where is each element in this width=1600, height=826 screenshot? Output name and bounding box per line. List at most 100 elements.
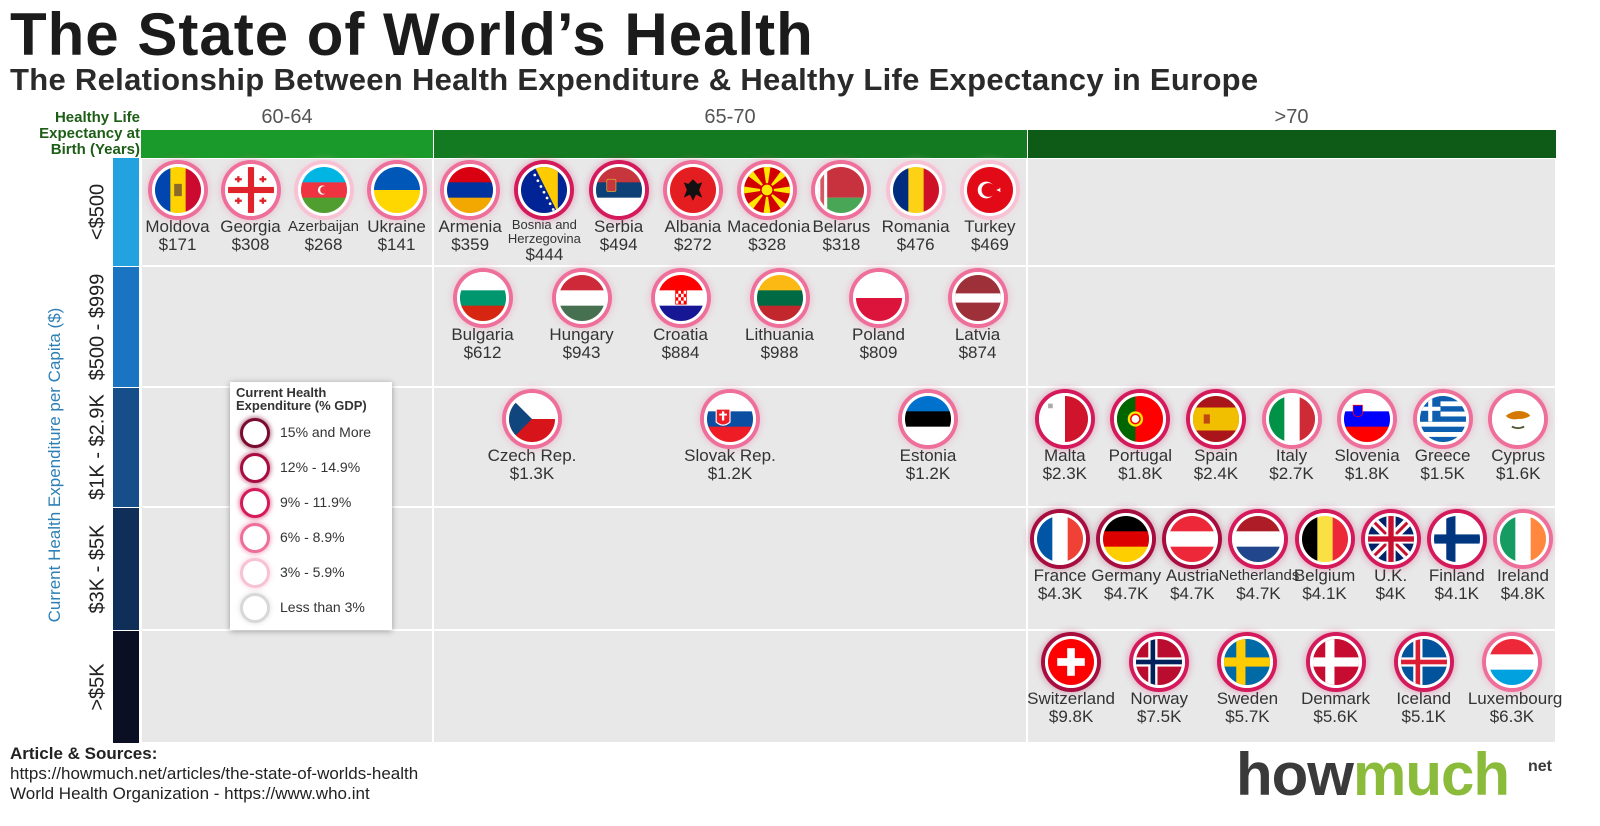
portugal-flag-icon bbox=[1114, 393, 1167, 445]
country-marker: France $4.3K bbox=[1020, 513, 1100, 603]
albania-flag-icon bbox=[666, 164, 719, 216]
source-who[interactable]: World Health Organization - https://www.… bbox=[10, 784, 370, 803]
iceland-flag-icon bbox=[1397, 636, 1450, 688]
greece-flag-icon bbox=[1416, 393, 1469, 445]
luxembourg-flag-icon bbox=[1485, 636, 1538, 688]
azerbaijan-flag-icon bbox=[297, 164, 350, 216]
country-expenditure-value: $884 bbox=[661, 343, 700, 362]
legend-label: 6% - 8.9% bbox=[280, 529, 345, 545]
y-band-strip bbox=[113, 508, 139, 630]
country-name: Portugal bbox=[1108, 446, 1172, 465]
country-name: Belgium bbox=[1293, 566, 1356, 585]
country-name: Iceland bbox=[1396, 689, 1452, 708]
country-expenditure-value: $7.5K bbox=[1137, 707, 1182, 726]
legend-ring-icon bbox=[240, 558, 270, 588]
country-marker: Moldova $171 bbox=[138, 164, 218, 254]
country-marker: Bosnia and Herzegovina $444 bbox=[504, 164, 584, 264]
country-name: Turkey bbox=[964, 217, 1016, 236]
country-expenditure-value: $268 bbox=[304, 235, 343, 254]
source-link-article[interactable]: https://howmuch.net/articles/the-state-o… bbox=[10, 764, 419, 783]
malta-flag-icon bbox=[1038, 393, 1091, 445]
country-name: Denmark bbox=[1301, 689, 1371, 708]
country-expenditure-value: $1.3K bbox=[509, 464, 555, 483]
howmuch-logo: howmuch net bbox=[1236, 740, 1552, 809]
bulgaria-flag-icon bbox=[456, 272, 509, 324]
country-marker: Latvia $874 bbox=[928, 272, 1027, 362]
country-marker: Spain $2.4K bbox=[1176, 393, 1256, 483]
country-expenditure-value: $359 bbox=[451, 235, 490, 254]
country-expenditure-value: $1.5K bbox=[1420, 464, 1465, 483]
x-band-label: >70 bbox=[1274, 106, 1309, 128]
country-name: U.K. bbox=[1374, 566, 1408, 585]
country-expenditure-value: $1.8K bbox=[1118, 464, 1163, 483]
country-expenditure-value: $9.8K bbox=[1048, 707, 1094, 726]
legend-ring-icon bbox=[240, 488, 270, 518]
legend-item: 15% and More bbox=[240, 418, 390, 448]
country-name: Slovak Rep. bbox=[684, 446, 776, 465]
country-marker: U.K. $4K bbox=[1351, 513, 1431, 603]
country-name: Moldova bbox=[145, 217, 210, 236]
country-expenditure-value: $141 bbox=[377, 235, 416, 254]
country-name: Malta bbox=[1043, 446, 1086, 465]
country-name: Croatia bbox=[653, 325, 708, 344]
country-expenditure-value: $988 bbox=[760, 343, 799, 362]
country-expenditure-value: $874 bbox=[958, 343, 997, 362]
switzerland-flag-icon bbox=[1045, 636, 1098, 688]
norway-flag-icon bbox=[1133, 636, 1186, 688]
latvia-flag-icon bbox=[951, 272, 1004, 324]
country-marker: Germany $4.7K bbox=[1086, 513, 1166, 603]
grid-cell bbox=[1028, 267, 1555, 386]
country-marker: Estonia $1.2K bbox=[878, 393, 978, 483]
slovakia-flag-icon bbox=[704, 393, 756, 445]
country-marker: Cyprus $1.6K bbox=[1478, 393, 1558, 483]
country-marker: Iceland $5.1K bbox=[1380, 636, 1468, 726]
country-marker: Belgium $4.1K bbox=[1285, 513, 1365, 603]
austria-flag-icon bbox=[1166, 513, 1219, 565]
chart-title: The State of World’s Health bbox=[10, 1, 814, 68]
spain-flag-icon bbox=[1189, 393, 1242, 445]
country-name: Estonia bbox=[899, 446, 957, 465]
country-name: Macedonia bbox=[727, 217, 811, 236]
country-name: Finland bbox=[1428, 566, 1485, 585]
legend-ring-icon bbox=[240, 593, 270, 623]
country-name: Bosnia and Herzegovina bbox=[507, 217, 581, 246]
legend-label: Less than 3% bbox=[280, 599, 365, 615]
legend-title: Current Health Expenditure (% GDP) bbox=[236, 385, 367, 413]
country-expenditure-value: $1.6K bbox=[1495, 464, 1541, 483]
sources: Article & Sources: https://howmuch.net/a… bbox=[10, 744, 418, 804]
country-expenditure-value: $612 bbox=[463, 343, 502, 362]
denmark-flag-icon bbox=[1309, 636, 1362, 688]
legend-ring-icon bbox=[240, 418, 270, 448]
serbia-flag-icon bbox=[592, 164, 645, 216]
country-expenditure-value: $4.7K bbox=[1170, 584, 1215, 603]
country-name: Switzerland bbox=[1027, 689, 1116, 708]
y-band-strip bbox=[113, 267, 139, 387]
grid-cell bbox=[142, 631, 432, 742]
country-expenditure-value: $444 bbox=[525, 245, 564, 264]
logo-net: net bbox=[1528, 758, 1552, 775]
country-name: Lithuania bbox=[744, 325, 814, 344]
sweden-flag-icon bbox=[1221, 636, 1274, 688]
country-expenditure-value: $4.1K bbox=[1434, 584, 1480, 603]
y-band-label: <$500 bbox=[86, 183, 109, 241]
bosnia-flag-icon bbox=[518, 164, 571, 216]
country-name: Greece bbox=[1414, 446, 1471, 465]
y-band-label: $3K - $5K bbox=[86, 524, 109, 613]
czech-flag-icon bbox=[506, 393, 558, 445]
ukraine-flag-icon bbox=[370, 164, 423, 216]
macedonia-flag-icon bbox=[741, 164, 794, 216]
country-marker: Turkey $469 bbox=[950, 164, 1030, 254]
grid-cell bbox=[1028, 159, 1555, 265]
chart-subtitle: The Relationship Between Health Expendit… bbox=[10, 62, 1259, 97]
country-name: Norway bbox=[1130, 689, 1189, 708]
country-expenditure-value: $4.3K bbox=[1037, 584, 1083, 603]
country-expenditure-value: $2.4K bbox=[1193, 464, 1239, 483]
georgia-flag-icon bbox=[224, 164, 277, 216]
cyprus-flag-icon bbox=[1492, 393, 1545, 445]
country-expenditure-value: $5.7K bbox=[1225, 707, 1270, 726]
grid-cell bbox=[434, 508, 1026, 629]
country-name: Spain bbox=[1194, 446, 1238, 465]
grid-cell bbox=[434, 631, 1026, 742]
legend-item: 3% - 5.9% bbox=[240, 558, 390, 588]
legend: Current Health Expenditure (% GDP) 15% a… bbox=[230, 382, 392, 630]
